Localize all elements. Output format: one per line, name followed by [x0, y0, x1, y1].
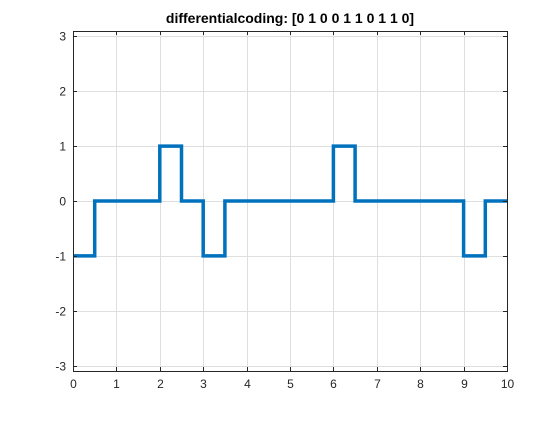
x-tick-label: 5 — [287, 377, 294, 391]
ticks-layer: 0 1 2 3 4 5 6 7 8 9 10 -3 -2 -1 0 1 2 3 — [55, 30, 514, 392]
x-tick-label: 7 — [374, 377, 381, 391]
x-tick-label: 4 — [244, 377, 251, 391]
series-line — [73, 144, 507, 258]
y-tick-label: -2 — [55, 305, 66, 319]
y-tick-label: 2 — [59, 85, 66, 99]
x-tick-label: 9 — [461, 377, 468, 391]
x-tick-label: 10 — [501, 377, 515, 391]
x-tick-label: 6 — [330, 377, 337, 391]
x-tick-label: 8 — [417, 377, 424, 391]
x-tick-label: 3 — [200, 377, 207, 391]
y-tick-label: -3 — [55, 360, 66, 374]
y-tick-label: 3 — [59, 30, 66, 44]
y-tick-label: 1 — [59, 140, 66, 154]
y-tick-label: 0 — [59, 195, 66, 209]
y-tick-label: -1 — [55, 250, 66, 264]
x-tick-label: 1 — [113, 377, 120, 391]
series-layer — [73, 144, 507, 258]
x-tick-label: 2 — [157, 377, 164, 391]
chart-title: differentialcoding: [0 1 0 0 1 1 0 1 1 0… — [166, 10, 414, 26]
x-tick-label: 0 — [70, 377, 77, 391]
